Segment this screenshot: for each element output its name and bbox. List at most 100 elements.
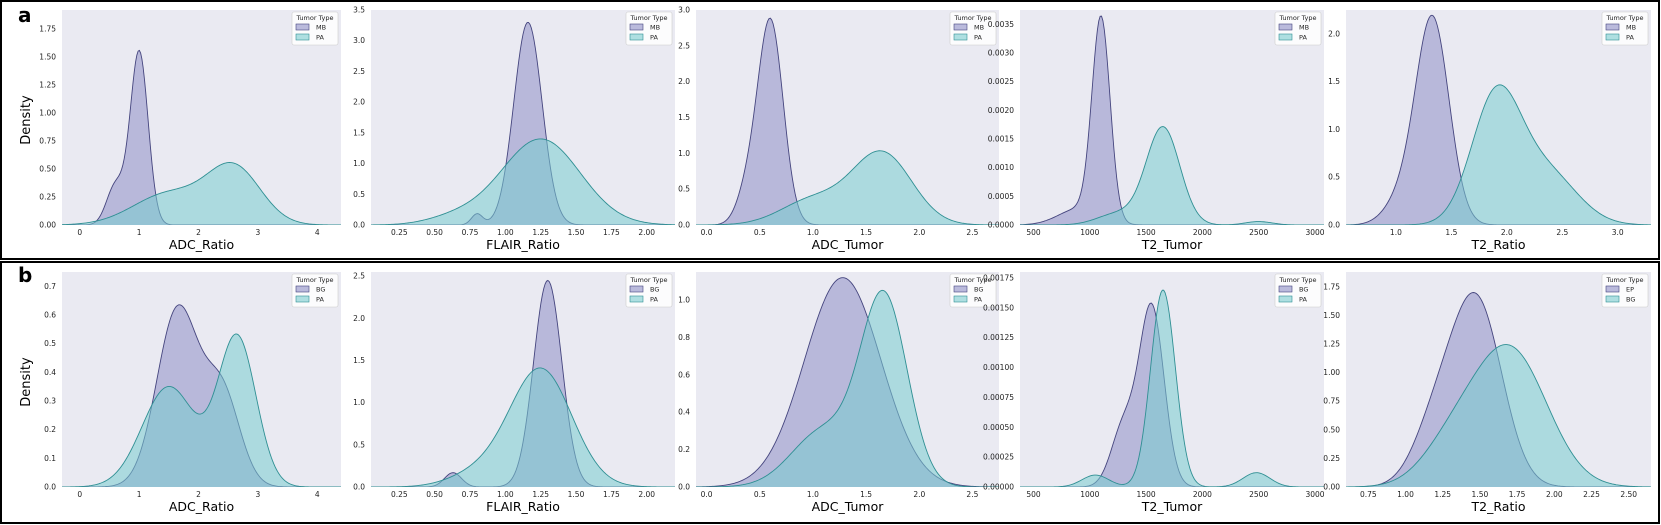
- legend-label-pa: PA: [974, 296, 983, 304]
- legend: Tumor Type MB PA: [949, 11, 997, 46]
- y-tick-label: 0.00025: [983, 453, 1014, 462]
- density-curves: [1020, 15, 1324, 225]
- x-tick-label: 1.5: [1445, 228, 1457, 237]
- legend-title: Tumor Type: [1605, 276, 1643, 284]
- legend-swatch-bg: [1278, 285, 1293, 293]
- y-tick-label: 0.0030: [988, 49, 1014, 58]
- legend-label-mb: MB: [650, 24, 660, 32]
- x-tick-label: 3: [256, 228, 261, 237]
- y-tick-label: 0.1: [44, 454, 56, 463]
- x-tick-label: 1500: [1137, 490, 1156, 499]
- x-tick-label: 1.25: [532, 228, 549, 237]
- legend-swatch-pa: [629, 33, 644, 41]
- x-tick-label: 2.5: [966, 228, 978, 237]
- x-tick-label: 2.5: [966, 490, 978, 499]
- legend: Tumor Type MB PA: [1274, 11, 1322, 46]
- y-tick-label: 0.4: [44, 368, 56, 377]
- panel-a-flair-ratio: 0.25 0.50 0.75 1.00 1.25 1.50 1.75 2.00 0.0 0.5 1.…: [353, 6, 675, 252]
- legend: Tumor Type BG PA: [1274, 273, 1322, 308]
- row-b: b Density: [0, 261, 1660, 524]
- y-tick-label: 2.0: [353, 314, 365, 323]
- density-line-mb: [696, 17, 999, 225]
- x-tick-label: 1: [137, 490, 142, 499]
- y-tick-label: 2.0: [678, 77, 690, 86]
- panel-a-t2-tumor: 500 1000 1500 2000 2500 3000 0.0000 0.0005 0.001…: [988, 10, 1325, 252]
- density-area-pa: [696, 150, 999, 225]
- x-tick-label: 0.50: [426, 228, 443, 237]
- legend-swatch-pa: [1278, 33, 1293, 41]
- legend-title: Tumor Type: [629, 14, 667, 22]
- x-tick-label: 2.0: [913, 490, 925, 499]
- y-tick-label: 0.0: [678, 221, 690, 230]
- x-tick-label: 3: [256, 490, 261, 499]
- y-tick-label: 0.7: [44, 282, 56, 291]
- x-tick-label: 500: [1026, 490, 1041, 499]
- x-tick-label: 0.0: [701, 490, 713, 499]
- y-axis-label-a: Density: [19, 95, 34, 145]
- y-tick-label: 0.00000: [983, 483, 1014, 492]
- y-tick-label: 0.0020: [988, 106, 1014, 115]
- legend-title: Tumor Type: [1278, 14, 1316, 22]
- x-tick-label: 2.00: [638, 228, 655, 237]
- y-tick-label: 2.5: [353, 67, 365, 76]
- y-tick-label: 0.0035: [988, 20, 1014, 29]
- y-tick-label: 3.5: [353, 6, 365, 15]
- legend-label-ep: EP: [1626, 286, 1634, 294]
- panels: 0 1 2 3 40.000.250.500.751.001.251.501.75ADC…: [39, 6, 1651, 514]
- density-area-pa: [62, 162, 341, 225]
- y-tick-label: 0.0: [678, 483, 690, 492]
- y-tick-label: 0.0: [353, 221, 365, 230]
- x-tick-label: 2.00: [1546, 490, 1563, 499]
- legend-swatch-ep: [1605, 285, 1620, 293]
- density-area-pa: [696, 290, 999, 487]
- density-line-mb: [1020, 15, 1324, 225]
- density-area-pa: [62, 333, 341, 487]
- y-tick-label: 0.25: [1323, 454, 1340, 463]
- density-line-pa: [62, 162, 341, 225]
- legend-title: Tumor Type: [953, 14, 991, 22]
- y-tick-label: 1.75: [39, 25, 56, 34]
- x-tick-label: 1.75: [1509, 490, 1526, 499]
- y-tick-label: 0.00100: [983, 363, 1014, 372]
- y-tick-label: 0.0: [353, 483, 365, 492]
- y-tick-label: 0.6: [678, 370, 690, 379]
- legend-label-bg: BG: [1626, 296, 1635, 304]
- density-curves: [1346, 14, 1651, 225]
- density-curves: [1346, 292, 1651, 487]
- legend-swatch-bg: [295, 285, 310, 293]
- legend-swatch-mb: [953, 23, 968, 31]
- x-axis-label: ADC_Tumor: [812, 499, 885, 514]
- legend-label-pa: PA: [1299, 34, 1308, 42]
- y-tick-label: 1.25: [39, 81, 56, 90]
- legend-label-bg: BG: [316, 286, 325, 294]
- y-tick-label: 0.0015: [988, 135, 1014, 144]
- x-tick-label: 1.0: [1390, 228, 1402, 237]
- legend-swatch-bg: [1605, 295, 1620, 303]
- legend-swatch-mb: [629, 23, 644, 31]
- panel-b-adc-tumor: 0.0 0.5 1.0 1.5 2.0 2.50.00.20.40.60.81.0ADC_…: [678, 272, 999, 514]
- y-tick-label: 1.0: [353, 159, 365, 168]
- legend-label-pa: PA: [650, 34, 659, 42]
- y-tick-label: 0.0000: [988, 221, 1014, 230]
- x-tick-label: 1.50: [568, 490, 585, 499]
- y-tick-label: 0.8: [678, 333, 690, 342]
- density-line-mb: [371, 21, 675, 225]
- legend-swatch-pa: [1278, 295, 1293, 303]
- density-area-mb: [371, 22, 675, 225]
- legend-title: Tumor Type: [295, 14, 333, 22]
- density-curves: [696, 277, 999, 487]
- y-tick-label: 2.0: [1328, 29, 1340, 38]
- density-line-pa: [371, 367, 675, 487]
- y-tick-label: 0.50: [39, 165, 56, 174]
- legend-label-bg: BG: [1299, 286, 1308, 294]
- y-tick-label: 0.75: [39, 137, 56, 146]
- y-tick-label: 0.2: [678, 445, 690, 454]
- density-area-bg: [62, 304, 341, 487]
- legend-swatch-mb: [1278, 23, 1293, 31]
- x-tick-label: 0: [77, 228, 82, 237]
- density-area-bg: [1346, 344, 1651, 487]
- y-tick-label: 0.0005: [988, 192, 1014, 201]
- density-area-pa: [371, 138, 675, 225]
- x-tick-label: 0.50: [426, 490, 443, 499]
- density-curves: [371, 21, 675, 225]
